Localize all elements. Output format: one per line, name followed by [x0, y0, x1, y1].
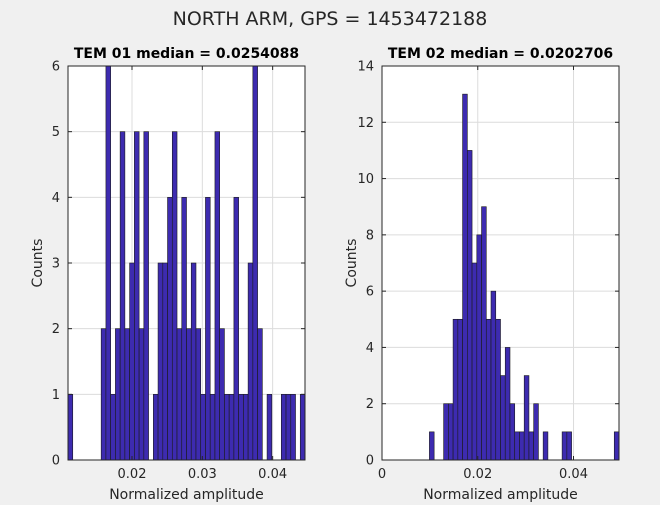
axes2-bar-22	[485, 318, 492, 461]
axes1-bar-27	[195, 328, 202, 461]
axes1-bar-32	[219, 328, 225, 461]
axes2-ytick-label-0: 0	[366, 454, 374, 469]
axes1-ytick-label-0: 0	[52, 454, 60, 469]
axes2-bar-16	[457, 318, 463, 461]
axes2-bar-20	[476, 234, 482, 461]
axes1-bar-45	[280, 394, 287, 461]
axes2-bar-32	[533, 403, 539, 461]
axes1-bar-47	[290, 394, 296, 461]
axes1-bar-26	[190, 262, 197, 461]
axes1-bar-18	[153, 394, 159, 461]
axes1-ytick-label-3: 3	[52, 257, 60, 272]
axes2-bar-30	[523, 375, 530, 461]
axes1-ytick-label-5: 5	[52, 125, 60, 140]
axes2-ytick-label-1: 2	[366, 397, 374, 412]
axes1-bar-24	[181, 197, 187, 461]
axes1-bar-29	[205, 197, 211, 461]
axes1-bar-16	[143, 131, 149, 461]
axes2-title: TEM 02 median = 0.0202706	[388, 46, 613, 62]
axes1-xlabel: Normalized amplitude	[109, 487, 264, 503]
axes2-ytick-label-5: 10	[357, 172, 374, 187]
axes1-bar-7	[100, 328, 107, 461]
axes1-bar-42	[266, 394, 273, 461]
axes1-bar-40	[257, 328, 263, 461]
axes1-bar-39	[252, 65, 258, 461]
axes2-bar-39	[566, 431, 572, 461]
axes2-xtick-label-0: 0	[378, 467, 386, 482]
axes2-ytick-label-4: 8	[366, 228, 374, 243]
axes1-bar-35	[233, 197, 239, 461]
axes2-bar-28	[514, 431, 520, 461]
axes1-bar-10	[115, 328, 121, 461]
axes2-xtick-label-1: 0.02	[463, 467, 492, 482]
axes1-bar-28	[200, 394, 206, 461]
axes1-bar-34	[228, 394, 235, 461]
axes2-bar-14	[448, 403, 454, 461]
axes1-bar-0	[67, 394, 74, 461]
axes1-bar-19	[157, 262, 164, 461]
axes2-bar-21	[481, 206, 487, 461]
axes1-bar-36	[238, 394, 244, 461]
axes2-xtick-label-2: 0.04	[559, 467, 588, 482]
axes1-bar-14	[134, 131, 140, 461]
axes1-bar-12	[124, 328, 130, 461]
axes2-border	[381, 65, 620, 461]
axes1-bar-49	[299, 394, 306, 461]
axes1-bar-37	[243, 394, 249, 461]
axes2-bar-19	[471, 262, 478, 461]
axes1-xtick-label-0: 0.02	[118, 467, 147, 482]
axes1-bar-23	[176, 328, 183, 461]
axes2-ytick-label-7: 14	[357, 60, 374, 75]
axes2-bar-24	[495, 318, 501, 461]
axes1-bar-9	[110, 394, 116, 461]
axes1-title: TEM 01 median = 0.0254088	[74, 46, 299, 62]
axes1-bar-33	[224, 394, 230, 461]
axes2-xlabel: Normalized amplitude	[423, 487, 578, 503]
axes1-bar-13	[129, 262, 135, 461]
axes1-ylabel: Counts	[30, 239, 46, 288]
axes1-bar-20	[162, 262, 168, 461]
axes1-xtick-label-2: 0.04	[258, 467, 287, 482]
axes1-ytick-label-1: 1	[52, 388, 60, 403]
axes1-bar-30	[209, 394, 216, 461]
axes2-bar-31	[528, 431, 534, 461]
axes1-bar-15	[138, 328, 145, 461]
axes2-bar-34	[542, 431, 549, 461]
axes2-bar-17	[462, 93, 468, 461]
axes2-ytick-label-6: 12	[357, 116, 374, 131]
axes1-xtick-label-1: 0.03	[188, 467, 217, 482]
axes2-ytick-label-3: 6	[366, 285, 374, 300]
axes1-bar-46	[285, 394, 292, 461]
axes1-bar-38	[247, 262, 254, 461]
axes2-ylabel: Counts	[344, 239, 360, 288]
axes2-bar-18	[467, 150, 473, 461]
axes2-bar-38	[561, 431, 568, 461]
axes1-bar-11	[119, 131, 126, 461]
axes2-bar-25	[500, 375, 506, 461]
axes1-bar-22	[171, 131, 178, 461]
axes2-bar-15	[452, 318, 459, 461]
axes1-ytick-label-4: 4	[52, 191, 60, 206]
axes2-bar-27	[509, 403, 516, 461]
axes2-bar-10	[429, 431, 435, 461]
axes1-bar-8	[105, 65, 111, 461]
axes1-bar-25	[186, 328, 192, 461]
axes1-ytick-label-2: 2	[52, 322, 60, 337]
axes1-ytick-label-6: 6	[52, 60, 60, 75]
figure-title: NORTH ARM, GPS = 1453472188	[172, 8, 488, 30]
axes2-bar-29	[519, 431, 525, 461]
axes2-ytick-label-2: 4	[366, 341, 374, 356]
axes2-bar-23	[490, 290, 497, 461]
axes2-bar-49	[613, 431, 620, 461]
axes2-bar-13	[443, 403, 449, 461]
axes1-bar-31	[214, 131, 220, 461]
axes1-bar-21	[167, 197, 173, 461]
axes2-bar-26	[504, 347, 511, 461]
